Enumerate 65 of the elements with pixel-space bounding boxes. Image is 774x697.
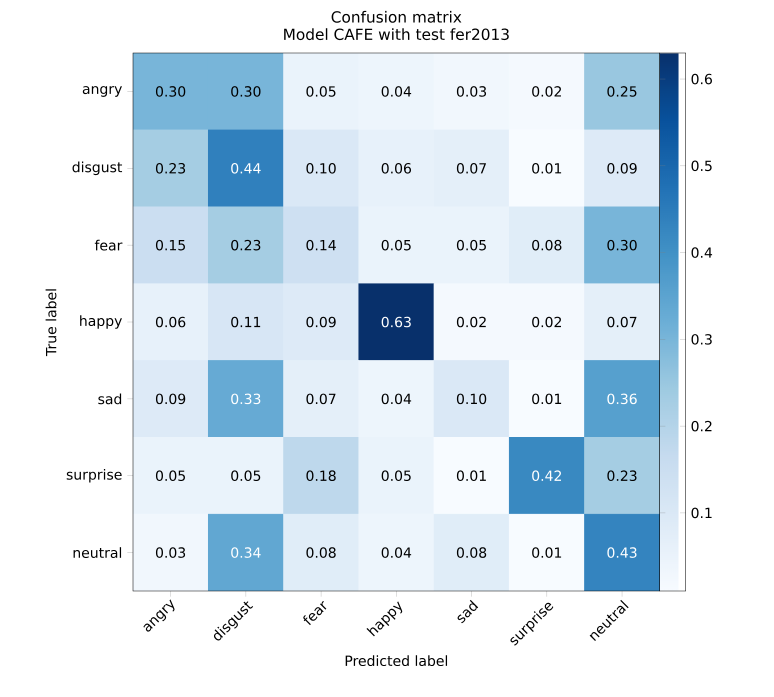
data-label: 0.42	[532, 470, 561, 482]
data-label: 0.05	[306, 86, 336, 97]
data-label: 0.03	[456, 86, 486, 97]
y-tick-label: happy	[80, 315, 122, 329]
data-label: 0.01	[532, 163, 562, 174]
y-axis-title: True label	[46, 289, 56, 356]
data-label: 0.63	[382, 316, 411, 328]
data-label: 0.14	[306, 240, 336, 250]
data-label: 0.23	[231, 240, 260, 250]
data-label: 0.30	[231, 86, 261, 97]
data-label: 0.05	[382, 240, 411, 250]
data-label: 0.06	[156, 316, 186, 328]
color-bar-label: 0.5	[692, 160, 712, 172]
data-label: 0.25	[607, 86, 636, 97]
data-label: 0.10	[456, 394, 486, 404]
data-label: 0.06	[382, 163, 412, 174]
x-axis-title: Predicted label	[346, 655, 448, 666]
y-tick-label: angry	[82, 86, 122, 97]
y-tick-label: disgust	[72, 162, 122, 176]
data-label: 0.02	[532, 86, 561, 97]
data-label: 0.15	[156, 240, 185, 250]
data-label: 0.07	[607, 316, 636, 328]
color-bar-label: 0.4	[692, 247, 712, 258]
x-tick-label: sad	[458, 600, 478, 624]
data-label: 0.04	[382, 86, 412, 97]
data-label: 0.11	[231, 316, 260, 328]
data-label: 0.05	[382, 470, 411, 482]
chart-subtitle: Model CAFE with test fer2013	[284, 28, 509, 40]
data-label: 0.44	[231, 163, 261, 174]
data-label: 0.02	[532, 316, 561, 328]
data-label: 0.09	[306, 316, 336, 328]
data-label: 0.04	[382, 547, 412, 558]
data-label: 0.07	[306, 394, 336, 404]
data-label: 0.18	[306, 470, 336, 482]
data-label: 0.08	[306, 547, 336, 558]
data-label: 0.30	[156, 86, 186, 97]
chart-title: Confusion matrix	[332, 10, 462, 23]
data-label: 0.09	[156, 394, 186, 404]
data-label: 0.08	[532, 240, 562, 250]
data-label: 0.01	[532, 394, 562, 404]
data-label: 0.36	[607, 394, 637, 404]
data-label: 0.07	[456, 163, 486, 174]
data-label: 0.23	[156, 163, 186, 174]
data-label: 0.34	[231, 547, 261, 558]
data-label: 0.05	[156, 470, 185, 482]
data-label: 0.43	[607, 547, 637, 558]
data-label: 0.01	[456, 470, 486, 482]
data-label: 0.08	[456, 547, 486, 558]
data-label: 0.03	[156, 547, 186, 558]
color-bar-label: 0.1	[692, 508, 712, 518]
data-label: 0.05	[231, 470, 260, 482]
y-tick-label: fear	[94, 240, 122, 251]
data-label: 0.05	[456, 240, 486, 250]
data-label: 0.10	[306, 163, 336, 174]
color-bar-label: 0.2	[692, 420, 712, 432]
data-label: 0.01	[532, 547, 562, 558]
data-label: 0.02	[456, 316, 486, 328]
data-label: 0.33	[231, 394, 260, 404]
color-bar-label: 0.3	[692, 334, 712, 345]
y-tick-label: sad	[98, 393, 122, 404]
color-bar-label: 0.6	[692, 74, 712, 84]
y-tick-label: neutral	[74, 547, 122, 558]
data-label: 0.23	[607, 470, 637, 482]
data-label: 0.04	[382, 394, 412, 404]
y-tick-label: surprise	[66, 468, 122, 482]
